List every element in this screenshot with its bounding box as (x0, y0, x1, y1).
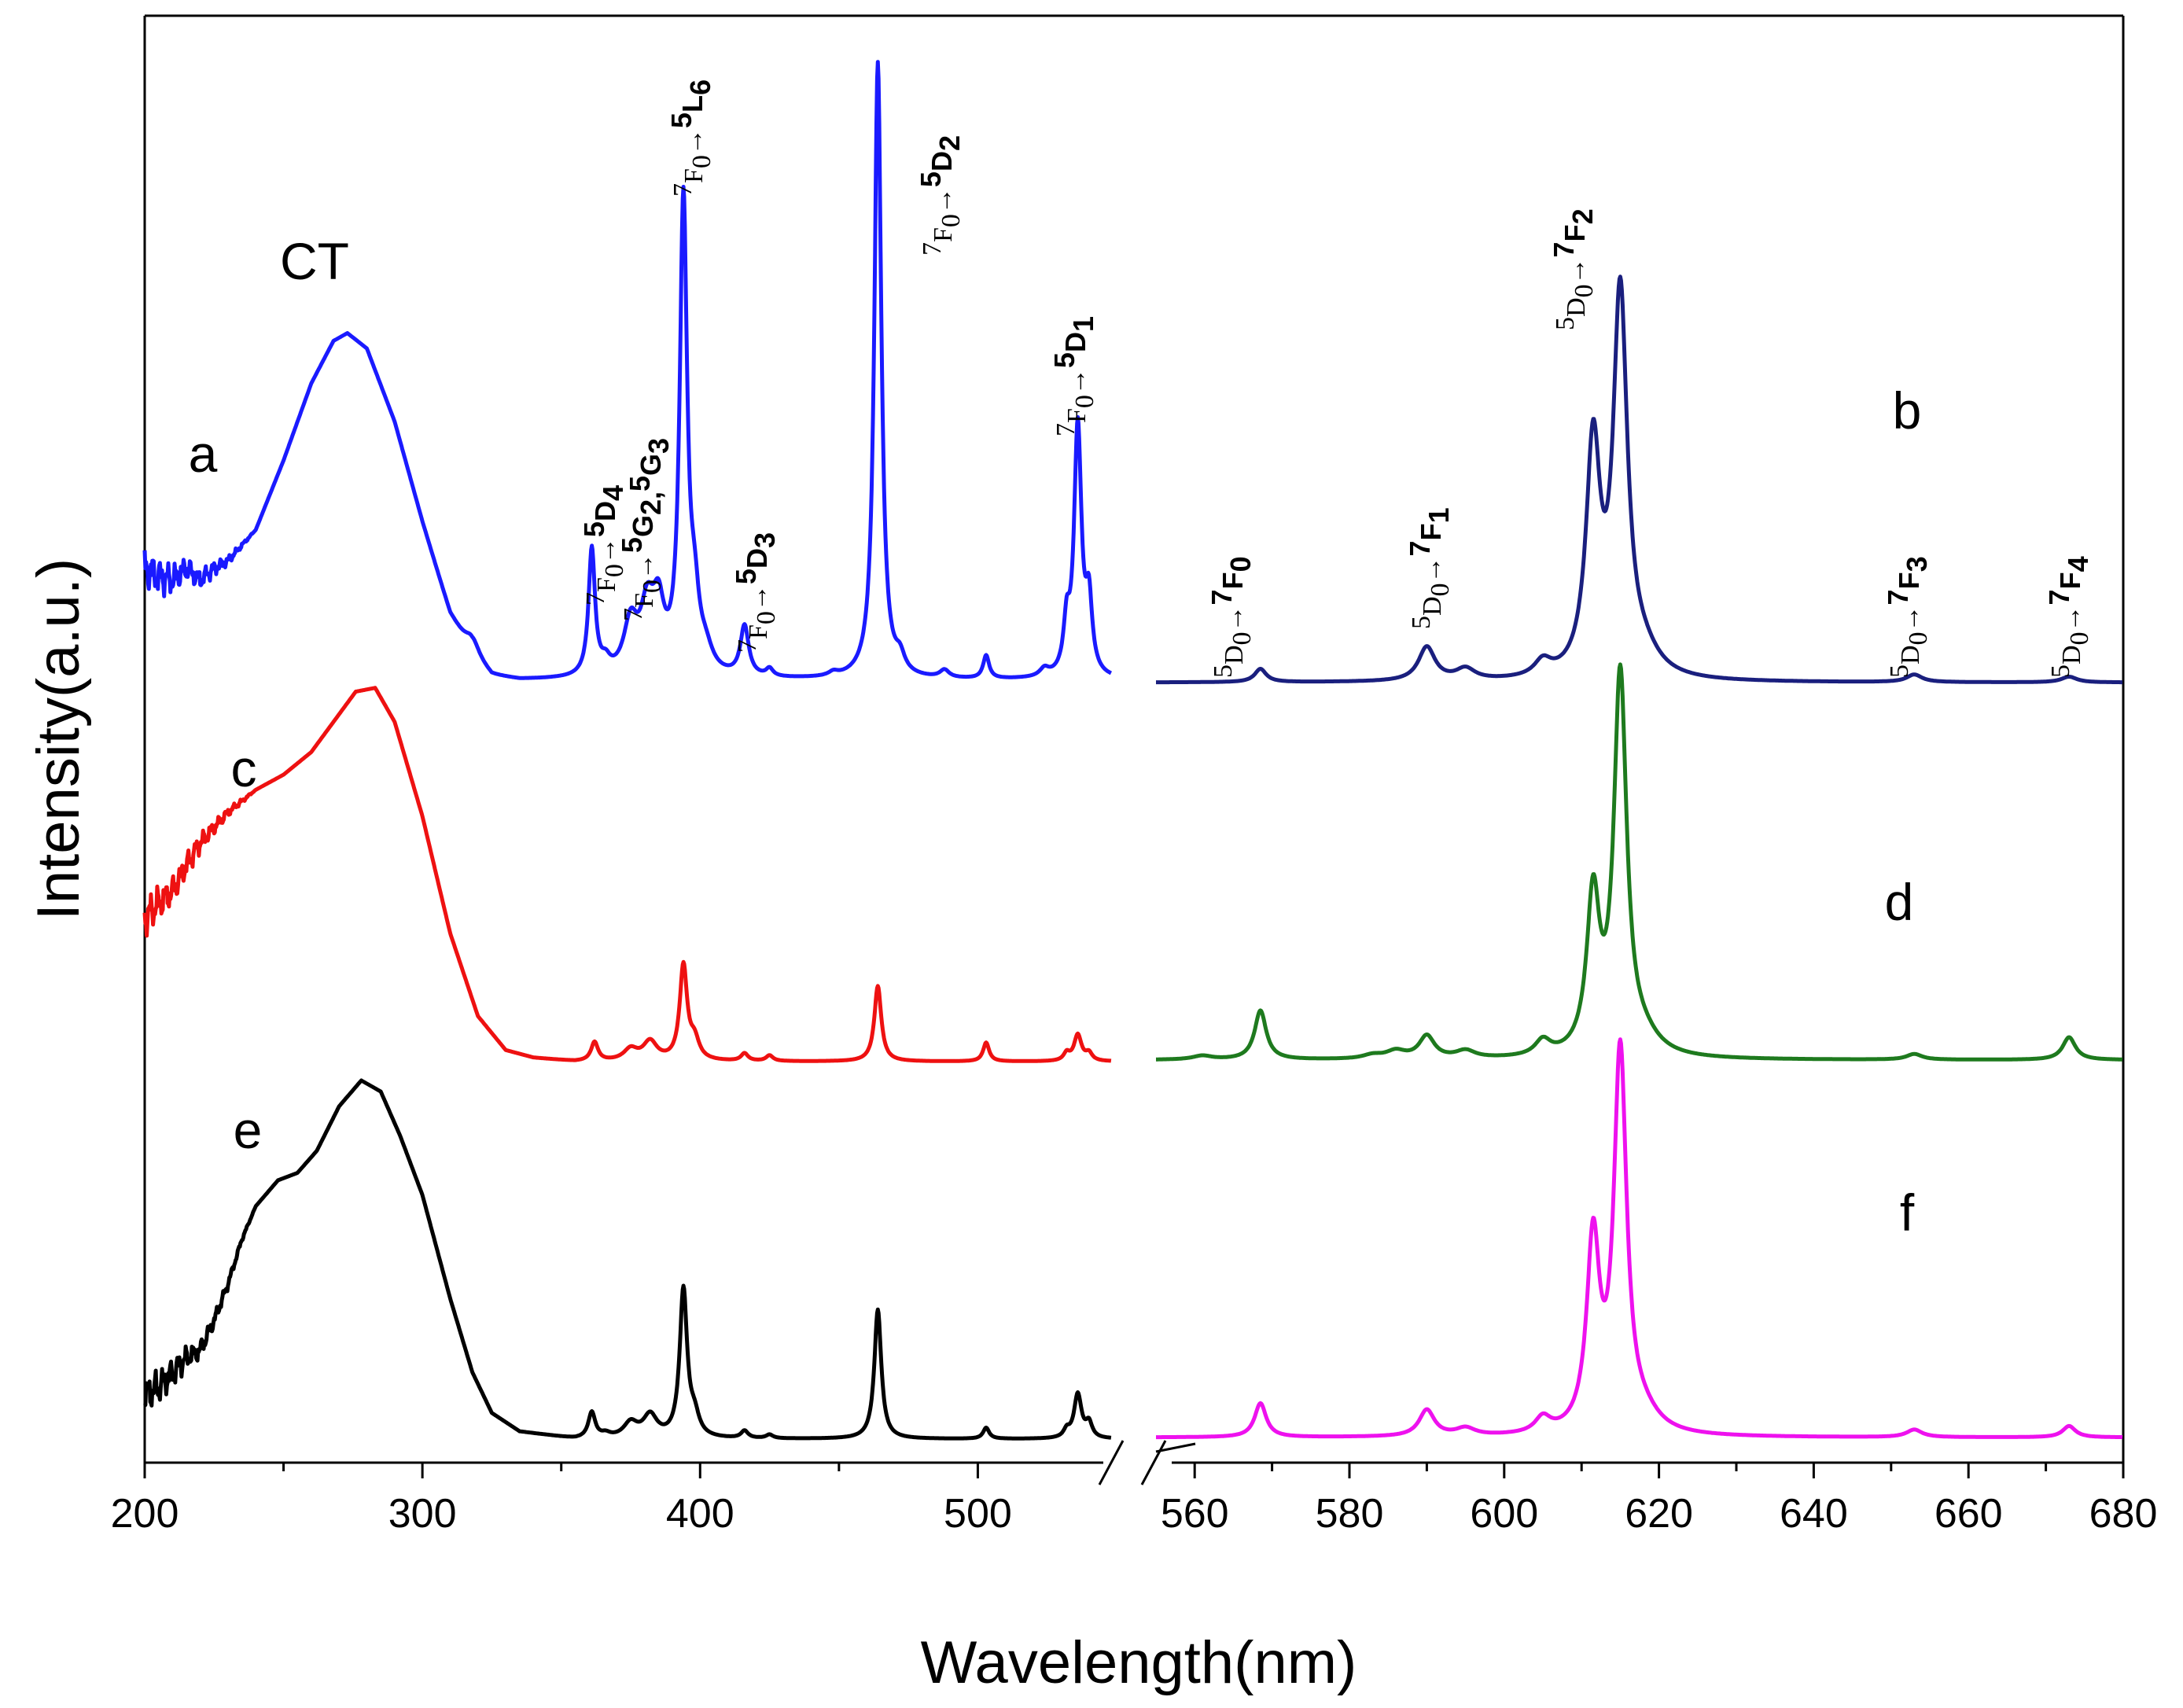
x-tick-label: 560 (1161, 1491, 1229, 1537)
spectrum-trace-a (142, 60, 1113, 680)
ann-5d0-7f0: 5D0→7F0 (1206, 556, 1257, 678)
axis-break-mark (1140, 1440, 1167, 1485)
axes-frame (143, 14, 2125, 1485)
ct-band-label: CT (280, 232, 349, 290)
trace-label-b: b (1893, 381, 1922, 440)
y-axis-title: Intensity(a.u.) (25, 558, 92, 920)
ann-7f0-5d3: 7F0→5D3 (730, 532, 781, 653)
spectrum-trace-b (1154, 274, 2124, 685)
trace-label-d: d (1885, 873, 1914, 931)
x-tick-label: 500 (944, 1491, 1012, 1537)
spectrum-trace-f (1154, 1037, 2124, 1440)
chart-labels: 200 300 400 500 560 580 600 620 640 660 680 Wavelen… (25, 79, 2157, 1696)
x-tick-label: 600 (1470, 1491, 1538, 1537)
spectrum-trace-c (142, 686, 1113, 1063)
x-tick-label: 300 (388, 1491, 457, 1537)
trace-label-a: a (189, 425, 218, 483)
spectra-traces (142, 60, 2124, 1441)
x-tick-label: 400 (666, 1491, 734, 1537)
trace-label-f: f (1900, 1183, 1915, 1242)
ann-7f0-5d1: 7F0→5D1 (1048, 316, 1099, 436)
x-tick-label: 620 (1625, 1491, 1693, 1537)
spectrum-trace-d (1154, 662, 2124, 1062)
x-tick-label: 660 (1935, 1491, 2003, 1537)
ann-7f0-5d4: 7F0→5D4 (578, 485, 629, 606)
ann-7f0-5g: 7F0→5G2,5G3 (616, 438, 675, 621)
ann-7f0-5d2: 7F0→5D2 (915, 135, 966, 256)
spectrum-trace-e (143, 1078, 1113, 1441)
x-tick-label: 680 (2089, 1491, 2158, 1537)
ann-5d0-7f1: 5D0→7F1 (1404, 507, 1455, 629)
x-tick-label: 640 (1780, 1491, 1848, 1537)
x-tick-label: 580 (1316, 1491, 1384, 1537)
ann-7f0-5l6: 7F0→5L6 (665, 79, 716, 197)
ann-5d0-7f3: 5D0→7F3 (1882, 556, 1933, 678)
x-tick-label: 200 (111, 1491, 179, 1537)
ann-5d0-7f2: 5D0→7F2 (1548, 208, 1599, 330)
axis-break-mark (1155, 1442, 1196, 1453)
ann-5d0-7f4: 5D0→7F4 (2043, 556, 2094, 678)
trace-label-c: c (231, 739, 257, 797)
axis-break-mark (1098, 1440, 1125, 1485)
x-axis-title: Wavelength(nm) (921, 1629, 1357, 1696)
trace-label-e: e (234, 1101, 263, 1159)
